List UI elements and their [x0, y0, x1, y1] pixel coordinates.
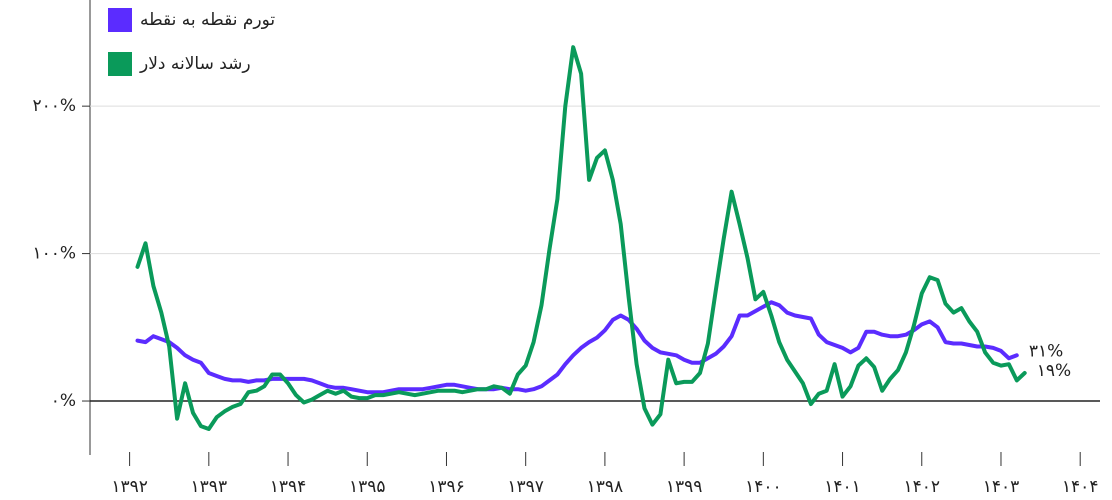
- legend-label: تورم نقطه به نقطه: [140, 10, 275, 30]
- x-tick-label: ۱۳۹۳: [191, 477, 228, 497]
- x-tick-label: ۱۴۰۰: [745, 477, 782, 497]
- x-tick-label: ۱۳۹۸: [587, 477, 624, 497]
- end-label: ۳۱%: [1029, 341, 1063, 361]
- x-tick-label: ۱۳۹۹: [666, 477, 703, 497]
- x-tick-label: ۱۳۹۲: [111, 477, 148, 497]
- x-tick-label: ۱۳۹۷: [507, 477, 544, 497]
- x-tick-label: ۱۴۰۴: [1062, 477, 1099, 497]
- x-tick-label: ۱۳۹۶: [428, 477, 465, 497]
- x-tick-label: ۱۳۹۴: [270, 477, 307, 497]
- x-tick-label: ۱۴۰۲: [903, 477, 940, 497]
- y-tick-label: ۰%: [51, 391, 76, 411]
- x-tick-label: ۱۴۰۳: [983, 477, 1020, 497]
- y-tick-label: ۲۰۰%: [32, 96, 76, 116]
- x-tick-label: ۱۴۰۱: [824, 477, 861, 497]
- series-line: [135, 45, 1027, 431]
- y-tick-label: ۱۰۰%: [32, 244, 76, 264]
- legend-label: رشد سالانه دلار: [139, 54, 251, 74]
- end-label: ۱۹%: [1037, 361, 1071, 381]
- legend-swatch: [108, 52, 132, 76]
- legend-swatch: [108, 8, 132, 32]
- x-tick-label: ۱۳۹۵: [349, 477, 386, 497]
